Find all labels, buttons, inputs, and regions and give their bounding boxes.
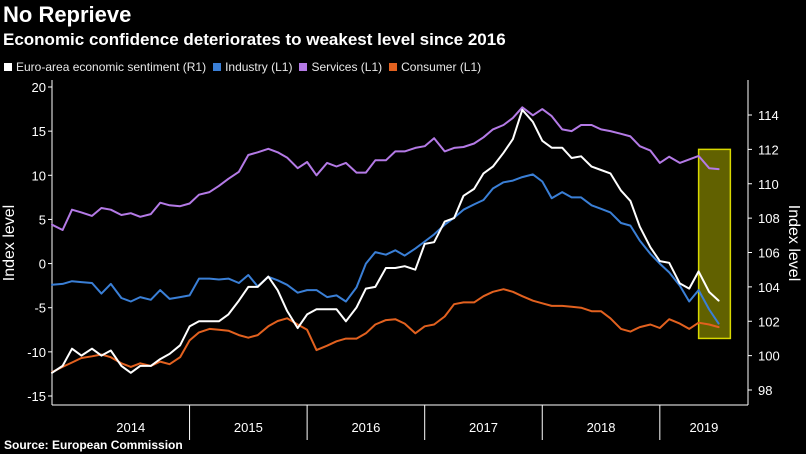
left-tick-label: 20 [32, 80, 46, 95]
chart-legend: Euro-area economic sentiment (R1) Indust… [4, 60, 481, 74]
left-tick-label: 10 [32, 168, 46, 183]
right-tick-label: 104 [758, 280, 780, 295]
right-tick-label: 114 [758, 108, 779, 123]
left-tick-label: -15 [27, 389, 46, 404]
series-line-euroarea [51, 108, 720, 374]
right-tick-label: 112 [758, 142, 779, 157]
right-tick-label: 100 [758, 349, 780, 364]
legend-label-industry: Industry (L1) [225, 60, 293, 74]
year-label: 2014 [116, 420, 145, 435]
legend-item-services: Services (L1) [299, 60, 382, 74]
legend-label-services: Services (L1) [311, 60, 383, 74]
year-label: 2019 [689, 420, 718, 435]
series-line-services [51, 106, 720, 231]
legend-item-industry: Industry (L1) [213, 60, 292, 74]
year-label: 2016 [351, 420, 380, 435]
left-tick-label: 15 [32, 124, 46, 139]
legend-item-consumer: Consumer (L1) [389, 60, 481, 74]
legend-label-consumer: Consumer (L1) [401, 60, 482, 74]
right-tick-label: 106 [758, 246, 780, 261]
right-tick-label: 98 [758, 383, 772, 398]
year-label: 2018 [587, 420, 616, 435]
highlight-box [697, 148, 732, 340]
left-tick-label: -5 [34, 301, 46, 316]
right-tick-label: 108 [758, 211, 780, 226]
legend-item-sentiment: Euro-area economic sentiment (R1) [4, 60, 206, 74]
series-line-industry [51, 173, 720, 325]
left-axis-title: Index level [1, 205, 18, 282]
chart-title: No Reprieve [3, 2, 132, 27]
legend-swatch-industry [213, 63, 222, 71]
left-tick-label: 0 [39, 257, 46, 272]
right-tick-label: 110 [758, 177, 779, 192]
chart-subtitle: Economic confidence deteriorates to weak… [3, 30, 506, 49]
source-note: Source: European Commission [4, 438, 183, 452]
legend-label-sentiment: Euro-area economic sentiment (R1) [16, 60, 207, 74]
left-tick-label: 5 [39, 212, 46, 227]
year-label: 2015 [234, 420, 263, 435]
right-tick-label: 102 [758, 314, 780, 329]
series-line-consumer [51, 288, 720, 374]
year-label: 2017 [469, 420, 498, 435]
left-tick-label: -10 [27, 345, 46, 360]
legend-swatch-services [299, 63, 308, 71]
right-axis-title: Index level [785, 205, 802, 282]
legend-swatch-consumer [389, 63, 398, 71]
legend-swatch-sentiment [4, 63, 12, 71]
